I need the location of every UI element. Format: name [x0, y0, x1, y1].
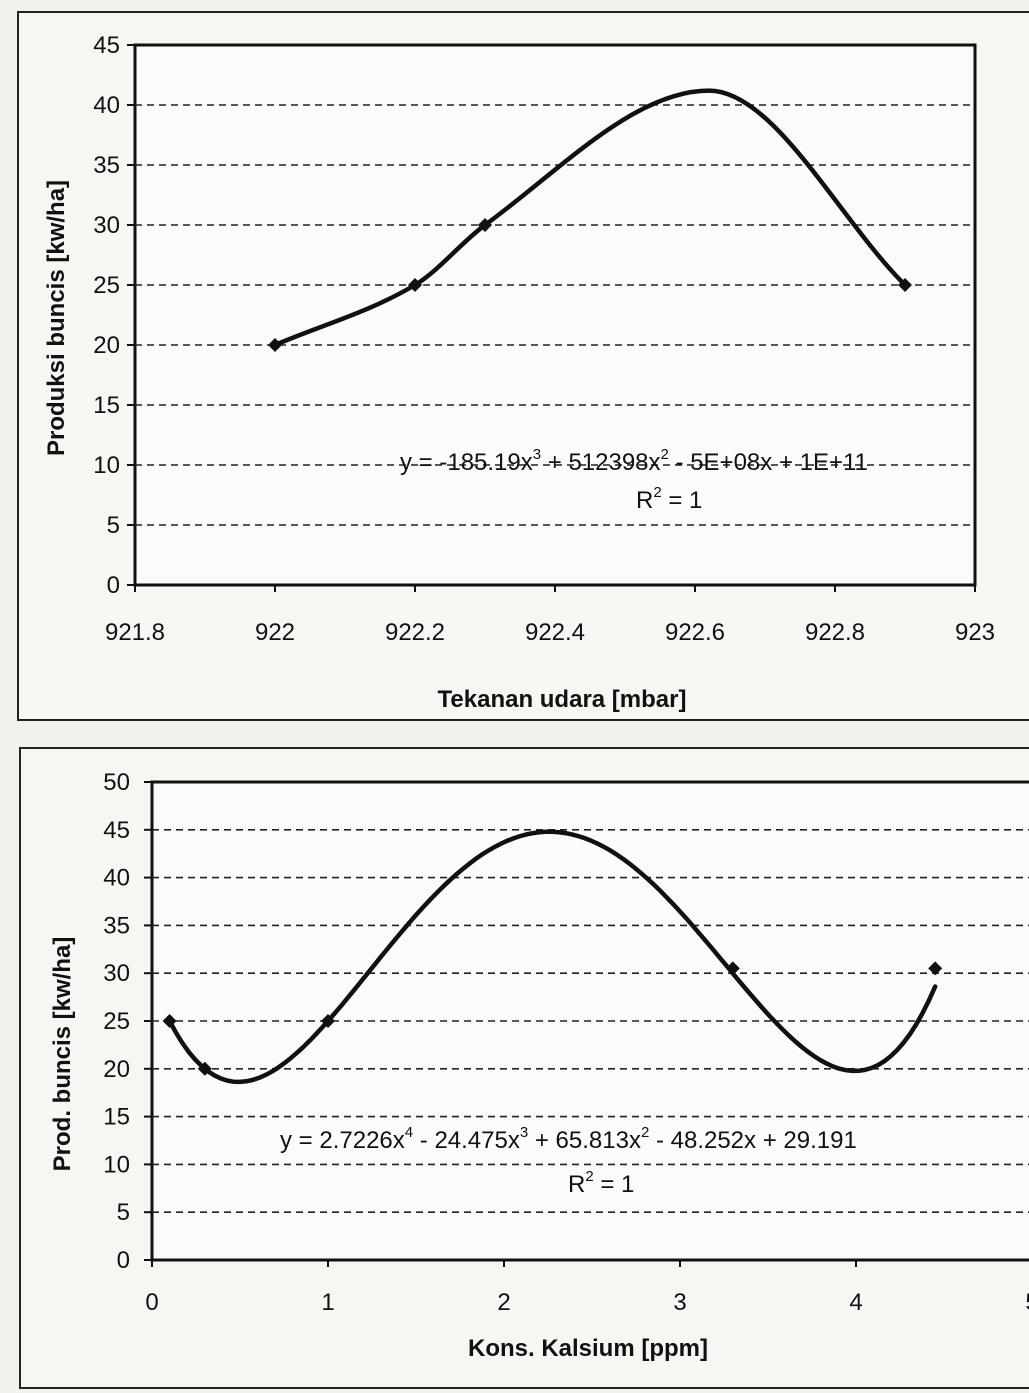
- r2-part: R: [568, 1171, 585, 1198]
- x-axis-title: Tekanan udara [mbar]: [438, 686, 687, 713]
- y-tick-label: 40: [103, 865, 130, 892]
- data-point-marker: [197, 1061, 212, 1076]
- gridlines: [152, 828, 1029, 1213]
- eq-part: + 512398x: [541, 449, 660, 476]
- eq-part: y = 2.7226x: [280, 1127, 405, 1154]
- y-tick-label: 35: [103, 912, 130, 939]
- axis-ticks: 0 5 10 15 20 25 30 35 40 45 921.8 922 922.2 922.4 922.…: [93, 32, 995, 646]
- plot-area: [133, 43, 977, 587]
- data-point-marker: [478, 218, 492, 232]
- r2-superscript: 2: [585, 1168, 593, 1185]
- r2-superscript: 2: [653, 484, 661, 501]
- y-tick-label: 35: [93, 152, 120, 179]
- y-axis-title: Produksi buncis [kw/ha]: [43, 180, 70, 456]
- y-tick-label: 10: [93, 452, 120, 479]
- data-point-marker: [725, 961, 740, 976]
- x-tick-label: 1: [321, 1289, 334, 1316]
- y-tick-label: 30: [93, 212, 120, 239]
- y-tick-label: 15: [103, 1104, 130, 1131]
- data-point-marker: [162, 1014, 177, 1028]
- x-tick-label: 923: [955, 619, 995, 646]
- eq-superscript: 3: [520, 1124, 528, 1141]
- y-tick-label: 50: [103, 769, 130, 796]
- eq-part: - 24.475x: [413, 1127, 520, 1154]
- x-tick-label: 922.8: [805, 619, 865, 646]
- r2-part: R: [636, 487, 653, 514]
- y-axis-title: Prod. buncis [kw/ha]: [49, 937, 76, 1172]
- data-point-marker: [321, 1014, 335, 1028]
- markers: [162, 961, 943, 1076]
- eq-part: + 65.813x: [528, 1127, 641, 1154]
- chart-pressure: 0 5 10 15 20 25 30 35 40 45 921.8 922 922.2 922.4 922.…: [17, 11, 1029, 721]
- x-tick-label: 922.2: [385, 619, 445, 646]
- x-tick-label: 3: [673, 1289, 686, 1316]
- x-tick-label: 2: [497, 1289, 510, 1316]
- y-tick-label: 5: [117, 1199, 130, 1226]
- data-point-marker: [898, 278, 912, 292]
- data-point-marker: [268, 338, 282, 352]
- eq-superscript: 2: [661, 446, 669, 463]
- x-axis-title: Kons. Kalsium [ppm]: [468, 1335, 708, 1362]
- trendline-equation: y = 2.7226x4 - 24.475x3 + 65.813x2 - 48.…: [280, 1124, 857, 1154]
- eq-part: - 48.252x + 29.191: [649, 1127, 857, 1154]
- y-tick-label: 20: [103, 1056, 130, 1083]
- eq-part: y = -185.19x: [400, 449, 533, 476]
- x-tick-label: 922: [255, 619, 295, 646]
- y-tick-label: 5: [107, 512, 120, 539]
- eq-superscript: 2: [641, 1124, 649, 1141]
- x-tick-label: 0: [145, 1289, 158, 1316]
- x-tick-label: 922.6: [665, 619, 725, 646]
- data-point-marker: [408, 278, 422, 292]
- x-tick-label: 921.8: [105, 619, 165, 646]
- gridlines: [135, 104, 975, 526]
- trendline-curve: [272, 88, 908, 348]
- y-tick-label: 20: [93, 332, 120, 359]
- y-tick-label: 25: [103, 1008, 130, 1035]
- eq-superscript: 4: [405, 1124, 413, 1141]
- eq-superscript: 3: [533, 446, 541, 463]
- markers: [268, 218, 912, 352]
- axis-ticks: 05101520253035404550012345: [103, 769, 1029, 1316]
- x-tick-label: 922.4: [525, 619, 585, 646]
- trendline-equation: y = -185.19x3 + 512398x2 - 5E+08x + 1E+1…: [400, 446, 868, 476]
- y-tick-label: 40: [93, 92, 120, 119]
- y-tick-label: 25: [93, 272, 120, 299]
- x-tick-label: 4: [849, 1289, 862, 1316]
- eq-part: - 5E+08x + 1E+11: [669, 449, 868, 476]
- r2-part: = 1: [662, 487, 703, 514]
- chart-calcium: 05101520253035404550012345 Kons. Kalsium…: [19, 747, 1029, 1389]
- data-point-marker: [928, 961, 943, 976]
- trendline-layer: [272, 88, 908, 348]
- y-tick-label: 0: [107, 572, 120, 599]
- y-tick-label: 15: [93, 392, 120, 419]
- r-squared-label: R2 = 1: [568, 1168, 634, 1198]
- y-tick-label: 45: [103, 817, 130, 844]
- y-tick-label: 30: [103, 960, 130, 987]
- r-squared-label: R2 = 1: [636, 484, 702, 514]
- r2-part: = 1: [594, 1171, 635, 1198]
- trendline-layer: [167, 829, 938, 1085]
- y-tick-label: 45: [93, 32, 120, 59]
- trendline-curve: [167, 829, 938, 1085]
- x-tick-label: 5: [1025, 1289, 1029, 1316]
- y-tick-label: 0: [117, 1247, 130, 1274]
- y-tick-label: 10: [103, 1151, 130, 1178]
